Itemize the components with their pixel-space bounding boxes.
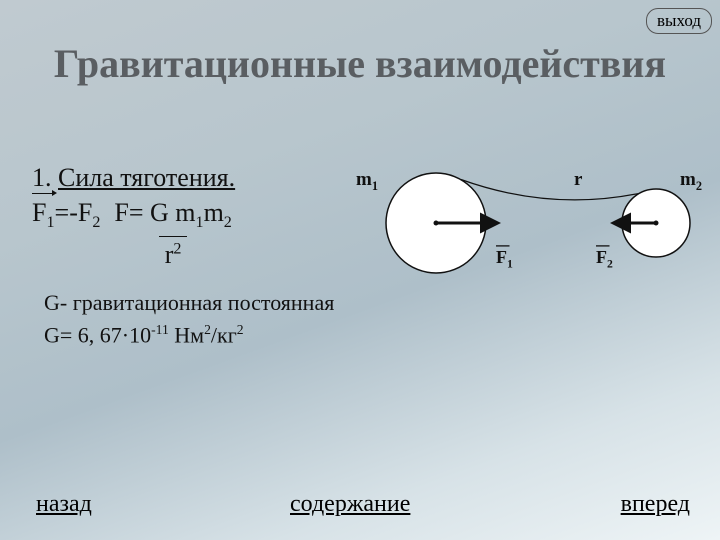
svg-text:r: r (574, 169, 583, 190)
page-title: Гравитационные взаимодействия (0, 40, 720, 87)
frac-denominator: r2 (114, 236, 231, 272)
g-value: G= 6, 67·10-11 Нм2/кг2 (44, 322, 334, 348)
back-button[interactable]: назад (36, 491, 92, 518)
content-block: 1. Сила тяготения. F1=-F2 F= G m1m2 r2 (32, 160, 235, 272)
heading-number: 1. (32, 163, 52, 192)
frac-numerator: F= G m1m2 (114, 195, 231, 234)
exit-button[interactable]: выход (646, 8, 712, 34)
svg-text:F1: F1 (496, 247, 513, 271)
svg-text:m2: m2 (680, 169, 702, 193)
formula-line: F1=-F2 F= G m1m2 r2 (32, 195, 235, 272)
svg-text:F2: F2 (596, 247, 613, 271)
g-constant-block: G- гравитационная постоянная G= 6, 67·10… (44, 290, 334, 348)
formula-newton: F= G m1m2 r2 (114, 195, 231, 272)
formula-f1-eq-f2: F1=-F2 (32, 195, 100, 234)
gravity-diagram: m1 m2 r F1 F2 (348, 155, 708, 295)
contents-button[interactable]: содержание (290, 491, 410, 518)
vector-f1: F1 (32, 195, 55, 234)
eq-neg: =-F (55, 198, 93, 227)
diagram-svg: m1 m2 r F1 F2 (348, 155, 708, 295)
heading-text: Сила тяготения. (58, 163, 235, 192)
svg-text:m1: m1 (356, 169, 378, 193)
g-desc: G- гравитационная постоянная (44, 290, 334, 316)
section-heading: 1. Сила тяготения. (32, 160, 235, 195)
slide: выход Гравитационные взаимодействия 1. С… (0, 0, 720, 540)
forward-button[interactable]: вперед (621, 491, 690, 518)
